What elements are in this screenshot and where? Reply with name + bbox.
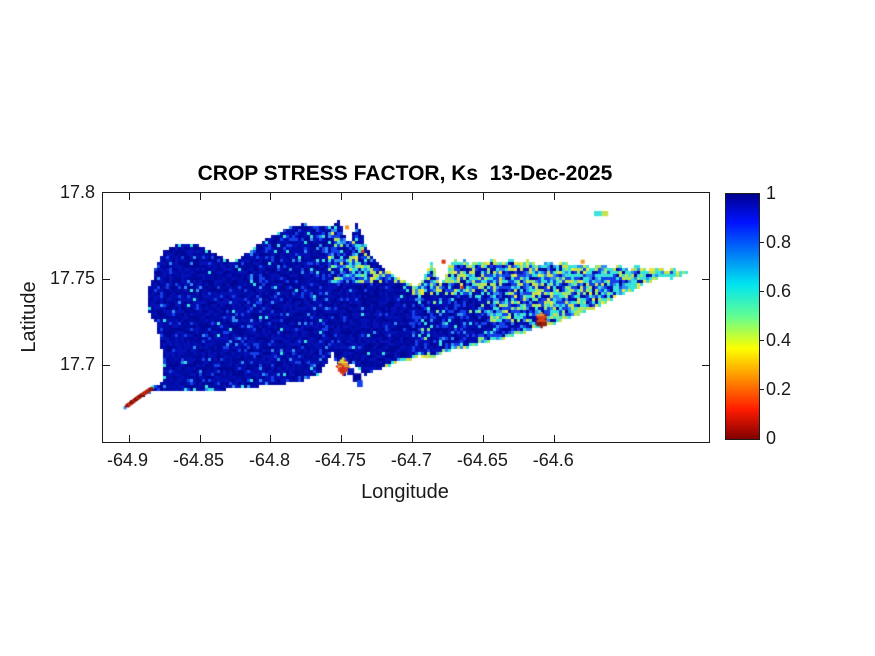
x-tick-label: -64.65 <box>456 450 508 470</box>
chart-title: CROP STRESS FACTOR, Ks 13-Dec-2025 <box>197 162 613 185</box>
colorbar-tick-label: 1 <box>766 183 777 203</box>
tick-mark <box>341 193 343 200</box>
y-tick-label: 17.7 <box>59 353 95 374</box>
x-tick-label: -64.9 <box>107 450 149 470</box>
tick-mark <box>483 435 485 442</box>
tick-mark <box>554 193 556 200</box>
colorbar-tick-label: 0.6 <box>766 281 792 301</box>
colorbar-tick-mark <box>759 291 764 292</box>
colorbar-tick-label: 0 <box>766 428 777 448</box>
colorbar-tick-label: 0.2 <box>766 379 792 399</box>
x-tick-label: -64.75 <box>314 450 366 470</box>
colorbar-tick-mark <box>759 340 764 341</box>
x-tick-label: -64.85 <box>172 450 225 470</box>
y-tick-label: 17.8 <box>59 182 95 202</box>
colorbar-gradient <box>726 194 759 439</box>
tick-mark <box>702 278 709 280</box>
tick-mark <box>483 193 485 200</box>
colorbar-tick-label: 0.8 <box>766 232 792 252</box>
tick-mark <box>128 193 130 200</box>
island-heatmap-canvas <box>103 193 709 442</box>
tick-mark <box>412 193 414 200</box>
tick-mark <box>199 435 201 442</box>
tick-mark <box>128 435 130 442</box>
x-tick-label: -64.8 <box>248 450 290 470</box>
tick-mark <box>270 435 272 442</box>
colorbar-tick-label: 0.4 <box>766 330 792 350</box>
tick-mark <box>341 435 343 442</box>
tick-mark <box>199 193 201 200</box>
tick-mark <box>554 435 556 442</box>
colorbar-tick-mark <box>759 389 764 390</box>
x-axis-label: Longitude <box>361 481 449 503</box>
tick-mark <box>270 193 272 200</box>
x-tick-label: -64.6 <box>532 450 574 470</box>
y-axis-label: Latitude <box>18 281 40 353</box>
colorbar-tick-mark <box>759 242 764 243</box>
colorbar <box>725 193 760 440</box>
tick-mark <box>103 278 110 280</box>
tick-mark <box>103 364 110 366</box>
plot-area <box>102 192 710 443</box>
tick-mark <box>412 435 414 442</box>
tick-mark <box>702 364 709 366</box>
x-tick-label: -64.7 <box>390 450 432 470</box>
y-tick-label: 17.75 <box>49 267 95 288</box>
